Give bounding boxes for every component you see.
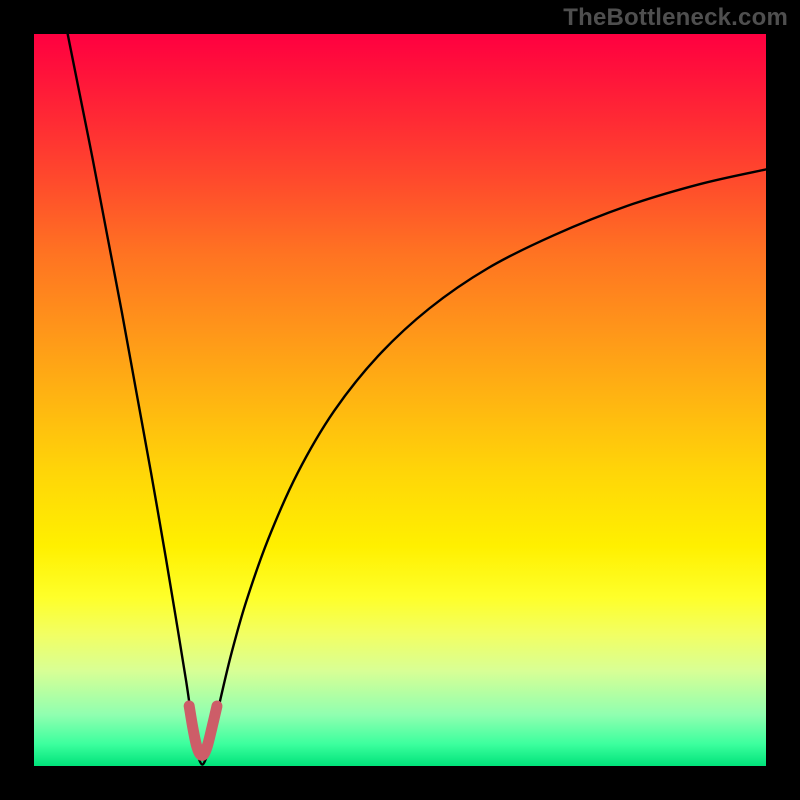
plot-background bbox=[34, 34, 766, 766]
bottleneck-chart bbox=[0, 0, 800, 800]
attribution-watermark: TheBottleneck.com bbox=[563, 4, 788, 32]
